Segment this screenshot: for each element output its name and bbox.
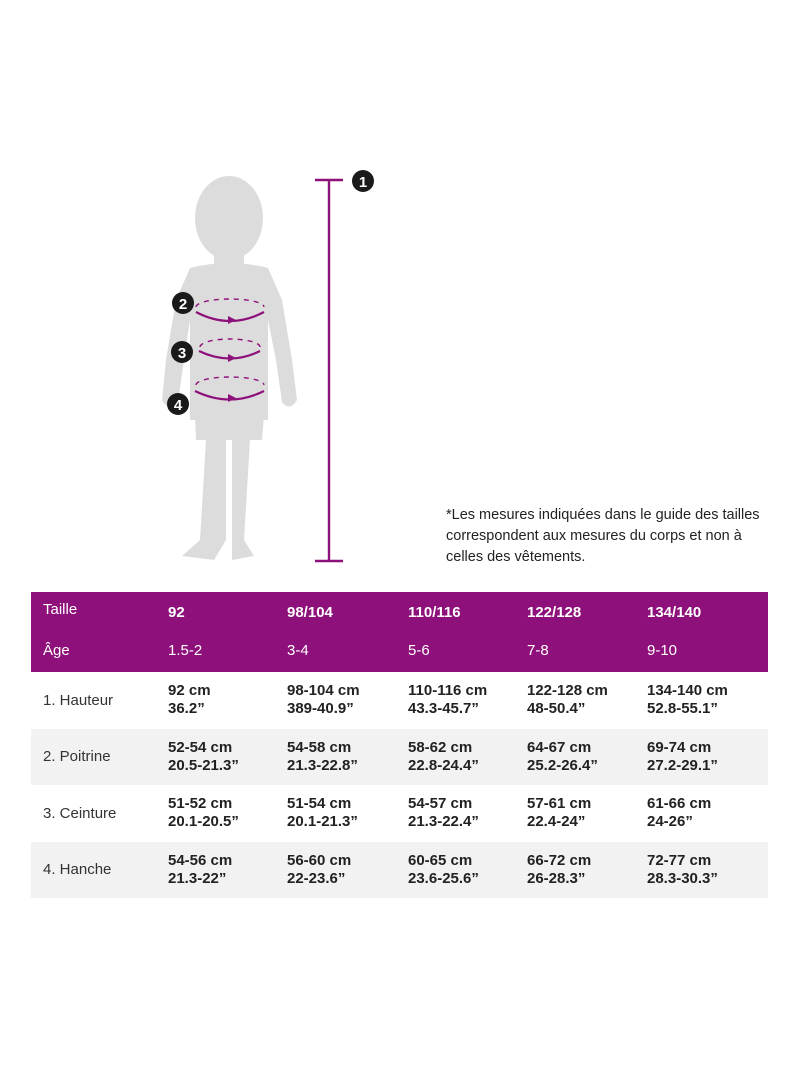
table-row: 2. Poitrine 52-54 cm 20.5-21.3” 54-58 cm 21.… bbox=[31, 728, 768, 785]
measurement-inches: 21.3-22.8” bbox=[287, 756, 358, 774]
measurement-inches: 36.2” bbox=[168, 700, 205, 718]
measurement-inches: 22-23.6” bbox=[287, 869, 346, 887]
measurement-inches: 25.2-26.4” bbox=[527, 756, 598, 774]
measurement-cell: 64-67 cm 25.2-26.4” bbox=[527, 739, 598, 775]
measurement-cell: 134-140 cm 52.8-55.1” bbox=[647, 682, 728, 718]
measurement-cm: 69-74 cm bbox=[647, 738, 712, 756]
measurement-inches: 20.1-21.3” bbox=[287, 813, 358, 831]
measurement-inches: 28.3-30.3” bbox=[647, 869, 718, 887]
measurement-inches: 26-28.3” bbox=[527, 869, 586, 887]
table-row: 1. Hauteur 92 cm 36.2” 98-104 cm 389-40.9” 11… bbox=[31, 672, 768, 729]
measurement-inches: 20.1-20.5” bbox=[168, 813, 239, 831]
measurement-cm: 92 cm bbox=[168, 682, 211, 700]
measurement-note: *Les mesures indiquées dans le guide des… bbox=[446, 507, 760, 565]
measurement-cm: 64-67 cm bbox=[527, 738, 592, 756]
size-table: Taille 92 98/104 110/116 122/128 134/140… bbox=[31, 592, 768, 898]
size-value: 92 bbox=[168, 603, 185, 621]
svg-text:3: 3 bbox=[178, 345, 186, 362]
measurement-inches: 22.4-24” bbox=[527, 813, 586, 831]
measurement-cell: 98-104 cm 389-40.9” bbox=[287, 682, 360, 718]
measurement-cm: 54-56 cm bbox=[168, 851, 233, 869]
measurement-cell: 54-57 cm 21.3-22.4” bbox=[408, 795, 479, 831]
height-measure-line bbox=[315, 178, 343, 563]
age-value: 5-6 bbox=[408, 641, 430, 659]
measurement-cm: 72-77 cm bbox=[647, 851, 712, 869]
child-silhouette bbox=[162, 176, 297, 560]
measurement-cm: 54-58 cm bbox=[287, 738, 352, 756]
measurement-cell: 51-54 cm 20.1-21.3” bbox=[287, 795, 358, 831]
age-value: 3-4 bbox=[287, 641, 309, 659]
svg-text:2: 2 bbox=[179, 296, 187, 313]
age-header-row: Âge 1.5-2 3-4 5-6 7-8 9-10 bbox=[31, 630, 768, 670]
measurement-cm: 51-54 cm bbox=[287, 795, 352, 813]
measurement-cell: 51-52 cm 20.1-20.5” bbox=[168, 795, 239, 831]
measurement-cm: 61-66 cm bbox=[647, 795, 712, 813]
measurement-cell: 69-74 cm 27.2-29.1” bbox=[647, 739, 718, 775]
age-value: 1.5-2 bbox=[168, 641, 203, 659]
measurement-cell: 66-72 cm 26-28.3” bbox=[527, 852, 591, 888]
table-row: 3. Ceinture 51-52 cm 20.1-20.5” 51-54 cm 20.… bbox=[31, 785, 768, 842]
measurement-cell: 57-61 cm 22.4-24” bbox=[527, 795, 591, 831]
marker-3: 3 bbox=[171, 341, 193, 363]
measurement-cm: 66-72 cm bbox=[527, 851, 592, 869]
measurement-cell: 92 cm 36.2” bbox=[168, 682, 211, 718]
row-label: 2. Poitrine bbox=[43, 748, 111, 766]
age-value: 7-8 bbox=[527, 641, 549, 659]
table-header: Taille 92 98/104 110/116 122/128 134/140… bbox=[31, 592, 768, 672]
measurement-cm: 54-57 cm bbox=[408, 795, 473, 813]
measurement-cell: 61-66 cm 24-26” bbox=[647, 795, 711, 831]
size-value: 98/104 bbox=[287, 603, 333, 621]
measure-rings bbox=[194, 298, 265, 402]
measurement-cell: 60-65 cm 23.6-25.6” bbox=[408, 852, 479, 888]
measurement-cm: 56-60 cm bbox=[287, 851, 352, 869]
measurement-cell: 54-56 cm 21.3-22” bbox=[168, 852, 232, 888]
measurement-cell: 52-54 cm 20.5-21.3” bbox=[168, 739, 239, 775]
measurement-inches: 389-40.9” bbox=[287, 700, 354, 718]
measurement-cm: 134-140 cm bbox=[647, 682, 728, 700]
size-value: 134/140 bbox=[647, 603, 702, 621]
measurement-inches: 20.5-21.3” bbox=[168, 756, 239, 774]
measurement-inches: 43.3-45.7” bbox=[408, 700, 479, 718]
child-measurement-figure: 1 2 3 4 bbox=[162, 170, 374, 563]
measurement-cm: 51-52 cm bbox=[168, 795, 233, 813]
measurement-cell: 58-62 cm 22.8-24.4” bbox=[408, 739, 479, 775]
marker-2: 2 bbox=[172, 292, 194, 314]
svg-text:1: 1 bbox=[359, 174, 367, 191]
age-label: Âge bbox=[43, 641, 70, 659]
measurement-cm: 60-65 cm bbox=[408, 851, 473, 869]
row-label: 4. Hanche bbox=[43, 861, 112, 879]
measurement-cm: 98-104 cm bbox=[287, 682, 360, 700]
measurement-inches: 48-50.4” bbox=[527, 700, 586, 718]
marker-1: 1 bbox=[352, 170, 374, 192]
measurement-inches: 52.8-55.1” bbox=[647, 700, 718, 718]
measurement-cell: 56-60 cm 22-23.6” bbox=[287, 852, 351, 888]
measurement-inches: 22.8-24.4” bbox=[408, 756, 479, 774]
age-value: 9-10 bbox=[647, 641, 678, 659]
measurement-cell: 54-58 cm 21.3-22.8” bbox=[287, 739, 358, 775]
size-label: Taille bbox=[43, 601, 78, 618]
measurement-cm: 52-54 cm bbox=[168, 738, 233, 756]
measurement-cell: 122-128 cm 48-50.4” bbox=[527, 682, 608, 718]
measurement-cm: 58-62 cm bbox=[408, 738, 473, 756]
row-label: 3. Ceinture bbox=[43, 804, 117, 822]
row-label: 1. Hauteur bbox=[43, 691, 114, 709]
svg-text:4: 4 bbox=[174, 397, 183, 414]
size-value: 110/116 bbox=[408, 603, 461, 621]
measurement-inches: 23.6-25.6” bbox=[408, 869, 479, 887]
marker-4: 4 bbox=[167, 393, 189, 415]
measurement-inches: 24-26” bbox=[647, 813, 693, 831]
measurement-cm: 57-61 cm bbox=[527, 795, 592, 813]
measurement-cm: 122-128 cm bbox=[527, 682, 608, 700]
measurement-cell: 72-77 cm 28.3-30.3” bbox=[647, 852, 718, 888]
table-row: 4. Hanche 54-56 cm 21.3-22” 56-60 cm 22-23.6… bbox=[31, 841, 768, 898]
measurement-cm: 110-116 cm bbox=[408, 682, 488, 700]
measurement-cell: 110-116 cm 43.3-45.7” bbox=[408, 682, 487, 718]
measurement-inches: 21.3-22” bbox=[168, 869, 227, 887]
size-value: 122/128 bbox=[527, 603, 582, 621]
measurement-inches: 27.2-29.1” bbox=[647, 756, 718, 774]
size-header-row: Taille 92 98/104 110/116 122/128 134/140 bbox=[31, 592, 768, 632]
measurement-inches: 21.3-22.4” bbox=[408, 813, 479, 831]
